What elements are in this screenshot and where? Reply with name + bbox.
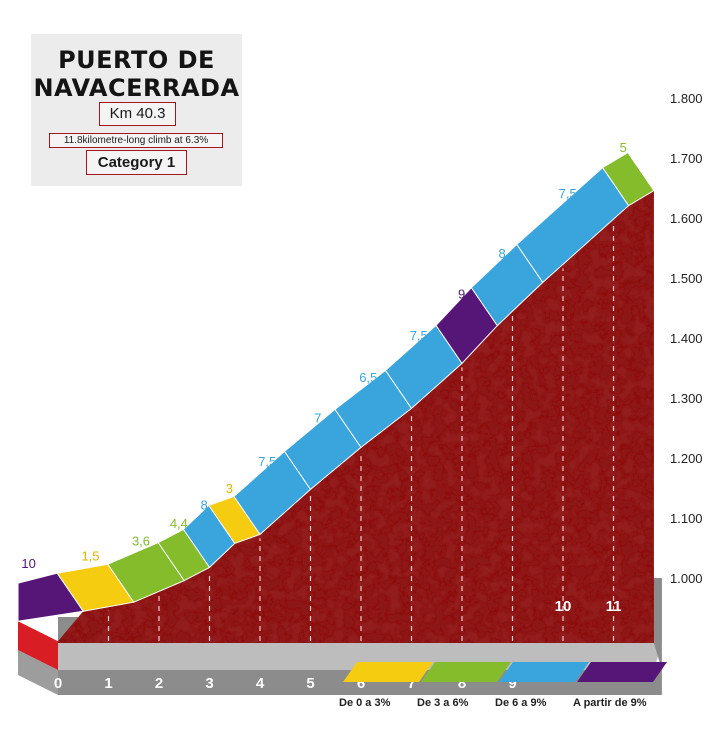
- legend-label: A partir de 9%: [573, 697, 647, 709]
- category-badge: Category 1: [86, 150, 187, 175]
- elevation-tick: 1.100: [670, 511, 703, 526]
- gradient-labels: 10 1,5 3,6 4,4 8 3 7,5 7 6,5 7,5 9 8 7,5 5: [21, 140, 627, 571]
- gradient-label: 7,5: [258, 454, 276, 469]
- climb-title: PUERTO DE NAVACERRADA: [31, 46, 242, 102]
- climb-info-box: PUERTO DE NAVACERRADA Km 40.3 11.8kilome…: [31, 34, 242, 186]
- km-tick: 8: [458, 675, 466, 692]
- legend-swatch: [421, 662, 511, 682]
- gradient-label: 10: [21, 556, 35, 571]
- gradient-label: 8: [498, 246, 505, 261]
- elevation-tick: 1.800: [670, 91, 703, 106]
- gradient-label: 7: [314, 410, 321, 425]
- climb-title-line2: NAVACERRADA: [33, 74, 240, 102]
- gradient-segment: [601, 151, 655, 207]
- km-axis: 0 1 2 3 4 5 6 7 8 9 10 11: [54, 598, 622, 692]
- gradient-label: 3: [226, 481, 233, 496]
- elevation-tick: 1.000: [670, 571, 703, 586]
- mountain-area: [58, 190, 654, 643]
- elevation-tick: 1.200: [670, 451, 703, 466]
- gradient-label: 3,6: [132, 533, 150, 548]
- legend-swatch: [499, 662, 589, 682]
- elevation-tick: 1.400: [670, 331, 703, 346]
- legend-label: De 0 a 3%: [339, 697, 391, 709]
- gradient-label: 8: [201, 497, 208, 512]
- km-tick: 7: [407, 675, 415, 692]
- gradient-label: 7,5: [410, 328, 428, 343]
- km-tick: 5: [306, 675, 314, 692]
- legend-swatch: [577, 662, 667, 682]
- km-tick: 3: [205, 675, 213, 692]
- legend-label: De 3 a 6%: [417, 697, 469, 709]
- km-tick: 1: [104, 675, 112, 692]
- base-left-face: [18, 650, 58, 695]
- climb-title-line1: PUERTO DE: [58, 46, 215, 74]
- km-tick: 2: [155, 675, 163, 692]
- km-tick: 10: [555, 598, 572, 615]
- gradient-label: 7,5: [559, 186, 577, 201]
- gradient-label: 4,4: [170, 516, 188, 531]
- start-wall-face: [18, 621, 58, 670]
- km-tick: 6: [357, 675, 365, 692]
- km-badge: Km 40.3: [99, 102, 176, 126]
- mountain-fill: [58, 190, 654, 643]
- elevation-axis: 1.000 1.100 1.200 1.300 1.400 1.500 1.600 1.700…: [670, 91, 703, 586]
- elevation-tick: 1.500: [670, 271, 703, 286]
- gradient-label: 1,5: [81, 549, 99, 564]
- start-wall: [18, 621, 58, 670]
- km-tick: 0: [54, 675, 62, 692]
- elevation-tick: 1.300: [670, 391, 703, 406]
- km-tick: 4: [256, 675, 265, 692]
- gradient-label: 6,5: [359, 370, 377, 385]
- gradient-ribbon: [17, 151, 655, 622]
- legend: De 0 a 3% De 3 a 6% De 6 a 9% A partir de 9…: [339, 662, 667, 709]
- climb-description: 11.8kilometre-long climb at 6.3%: [49, 133, 223, 148]
- km-tick: 11: [606, 598, 622, 615]
- elevation-tick: 1.600: [670, 211, 703, 226]
- km-guides: [107, 223, 615, 641]
- gradient-label: 5: [620, 140, 627, 155]
- elevation-tick: 1.700: [670, 151, 703, 166]
- km-tick: 9: [508, 675, 516, 692]
- base-top: [18, 580, 662, 670]
- legend-label: De 6 a 9%: [495, 697, 547, 709]
- gradient-label: 9: [458, 287, 465, 302]
- legend-swatch: [343, 662, 433, 682]
